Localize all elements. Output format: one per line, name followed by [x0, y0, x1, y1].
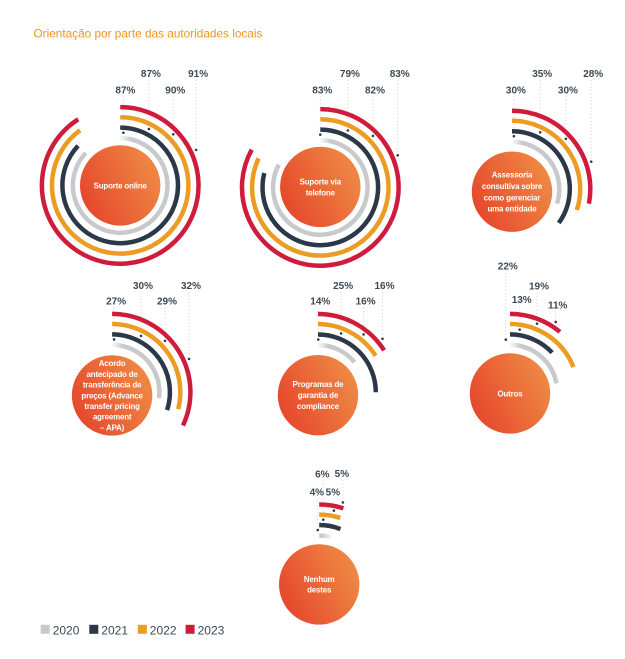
- svg-text:82%: 82%: [365, 85, 385, 96]
- svg-text:transfer pricing: transfer pricing: [84, 402, 140, 411]
- svg-text:Orientação por parte das autor: Orientação por parte das autoridades loc…: [34, 27, 263, 41]
- svg-text:30%: 30%: [506, 85, 526, 96]
- svg-text:79%: 79%: [340, 69, 360, 80]
- svg-text:35%: 35%: [532, 69, 552, 80]
- svg-text:22%: 22%: [498, 262, 518, 273]
- svg-text:32%: 32%: [181, 281, 201, 292]
- svg-text:90%: 90%: [165, 85, 185, 96]
- svg-text:5%: 5%: [326, 487, 341, 498]
- svg-text:29%: 29%: [157, 296, 177, 307]
- svg-text:agreement: agreement: [93, 413, 132, 422]
- svg-text:14%: 14%: [310, 296, 330, 307]
- svg-text:consultiva sobre: consultiva sobre: [482, 182, 543, 191]
- svg-text:27%: 27%: [106, 296, 126, 307]
- svg-text:2022: 2022: [150, 623, 177, 637]
- svg-text:30%: 30%: [133, 281, 153, 292]
- svg-text:uma entidade: uma entidade: [487, 205, 537, 214]
- svg-text:83%: 83%: [390, 69, 410, 80]
- svg-text:destes: destes: [307, 586, 332, 595]
- svg-text:Suporte online: Suporte online: [94, 181, 148, 190]
- svg-text:6%: 6%: [315, 469, 330, 480]
- svg-text:Acordo: Acordo: [99, 359, 126, 368]
- svg-text:87%: 87%: [115, 85, 135, 96]
- svg-text:87%: 87%: [141, 69, 161, 80]
- svg-text:25%: 25%: [333, 281, 353, 292]
- svg-text:16%: 16%: [356, 296, 376, 307]
- svg-text:13%: 13%: [512, 295, 532, 306]
- svg-text:30%: 30%: [558, 85, 578, 96]
- svg-text:4%: 4%: [310, 487, 325, 498]
- svg-text:5%: 5%: [335, 469, 350, 480]
- svg-text:2021: 2021: [101, 623, 128, 637]
- svg-text:16%: 16%: [374, 281, 394, 292]
- svg-text:garantia de: garantia de: [298, 391, 339, 400]
- svg-text:2023: 2023: [198, 623, 225, 637]
- svg-text:como gerenciar: como gerenciar: [484, 193, 541, 202]
- svg-text:transferência de: transferência de: [83, 381, 142, 390]
- svg-text:19%: 19%: [529, 282, 549, 293]
- svg-text:telefone: telefone: [306, 188, 336, 197]
- svg-text:Programas de: Programas de: [293, 380, 345, 389]
- svg-text:antecipado de: antecipado de: [87, 370, 139, 379]
- svg-text:11%: 11%: [548, 300, 568, 311]
- svg-text:91%: 91%: [188, 69, 208, 80]
- svg-text:Assessoria: Assessoria: [492, 171, 533, 180]
- svg-text:preços (Advance: preços (Advance: [81, 391, 143, 400]
- svg-text:2020: 2020: [53, 623, 80, 637]
- svg-text:Suporte via: Suporte via: [300, 177, 342, 186]
- svg-text:28%: 28%: [583, 69, 603, 80]
- svg-text:Nenhum: Nenhum: [304, 575, 335, 584]
- svg-text:83%: 83%: [312, 85, 332, 96]
- svg-text:compliance: compliance: [297, 402, 340, 411]
- svg-text:Outros: Outros: [498, 389, 524, 398]
- svg-text:– APA): – APA): [100, 423, 125, 432]
